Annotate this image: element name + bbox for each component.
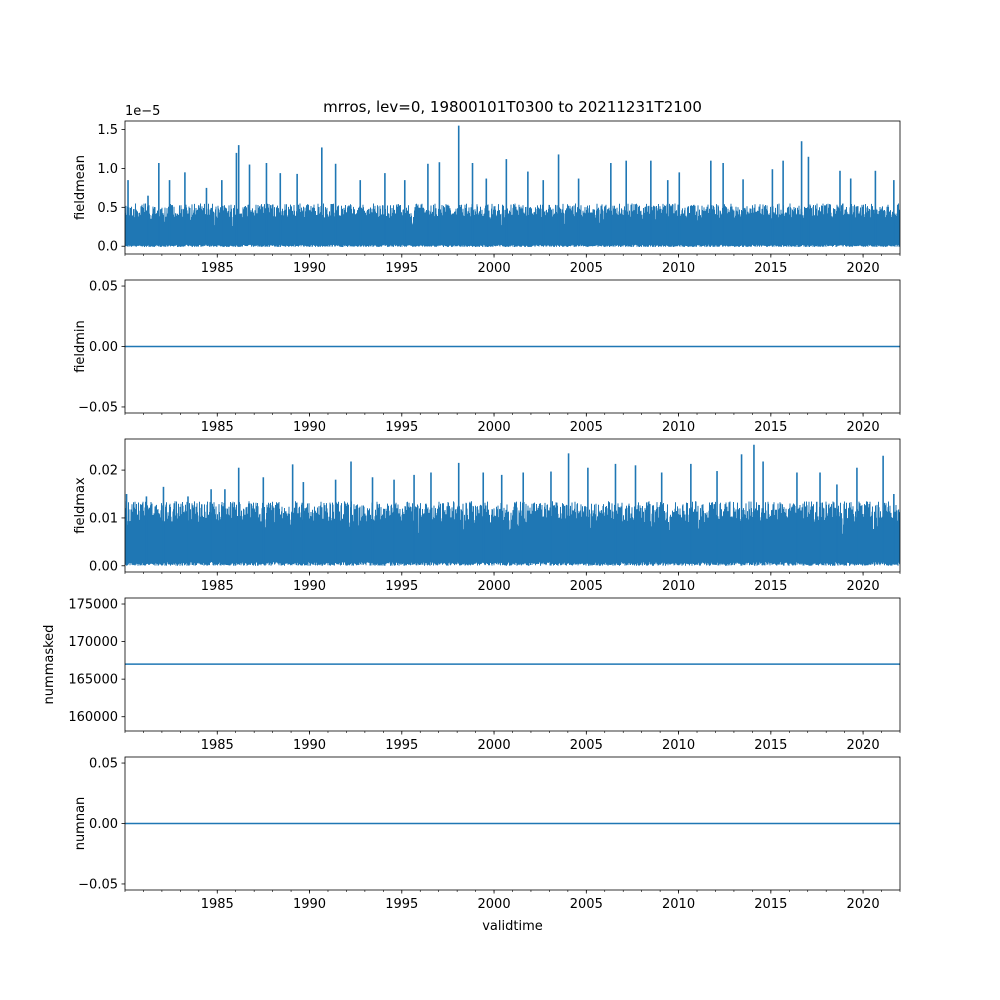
x-tick-label: 2005 [570,738,603,753]
y-tick-label: 0.0 [97,240,118,255]
x-tick-label: 1995 [385,738,418,753]
x-tick-label: 2015 [754,579,787,594]
x-tick-label: 2015 [754,420,787,435]
y-tick-label: 0.00 [89,817,118,832]
x-tick-label: 2005 [570,420,603,435]
x-tick-label: 2020 [847,897,880,912]
y-tick-label: 170000 [68,635,118,650]
x-axis-label: validtime [482,919,543,934]
y-tick-label: −0.05 [78,877,118,892]
x-tick-label: 2000 [478,579,511,594]
x-tick-label: 2020 [847,738,880,753]
subplot-fieldmin: −0.05 0.00 0.05 fieldmin 1985 1990 1995 2000 200… [73,280,901,435]
y-tick-label: 0.05 [89,757,118,772]
plot-area [125,125,900,248]
y-tick-label: 0.05 [89,280,118,295]
series-line-fieldmean [125,203,900,248]
x-tick-label: 2015 [754,261,787,276]
x-tick-label: 1995 [385,261,418,276]
subplot-fieldmean: 0.0 0.5 1.0 1.5 fieldmean 1e−5 1985 1990 1995 200… [73,104,901,276]
x-tick-label: 1995 [385,579,418,594]
x-tick-label: 2010 [662,420,695,435]
chart-title: mrros, lev=0, 19800101T0300 to 20211231T… [323,98,702,116]
plot-area [125,444,900,566]
x-tick-label: 2015 [754,897,787,912]
y-axis-label: numnan [73,797,88,851]
x-tick-label: 2010 [662,738,695,753]
y-tick-label: 0.00 [89,559,118,574]
x-tick-label: 2010 [662,579,695,594]
x-tick-label: 2015 [754,738,787,753]
y-tick-label: 0.5 [97,201,118,216]
x-tick-label: 1985 [201,420,234,435]
x-tick-label: 1990 [293,738,326,753]
y-tick-label: 160000 [68,710,118,725]
y-offset-label: 1e−5 [125,104,160,119]
x-tick-label: 2000 [478,261,511,276]
y-axis-label: fieldmin [73,320,88,373]
x-tick-label: 1990 [293,579,326,594]
y-tick-label: 1.0 [97,162,118,177]
x-tick-label: 1985 [201,897,234,912]
x-tick-label: 2020 [847,261,880,276]
y-tick-label: 1.5 [97,123,118,138]
x-tick-label: 2005 [570,579,603,594]
y-tick-label: 0.02 [89,464,118,479]
x-tick-label: 1985 [201,579,234,594]
x-tick-label: 2020 [847,579,880,594]
y-tick-label: 175000 [68,598,118,613]
x-tick-label: 2000 [478,897,511,912]
x-tick-label: 1990 [293,897,326,912]
x-tick-label: 1990 [293,261,326,276]
x-tick-label: 1995 [385,420,418,435]
subplot-nummasked: 160000 165000 170000 175000 nummasked 1985 199… [42,598,901,753]
y-axis-label: nummasked [42,625,57,705]
x-tick-label: 2000 [478,420,511,435]
x-tick-label: 2000 [478,738,511,753]
x-tick-label: 1985 [201,738,234,753]
x-tick-label: 1995 [385,897,418,912]
y-axis-label: fieldmean [73,155,88,220]
y-tick-label: 165000 [68,673,118,688]
x-tick-label: 1985 [201,261,234,276]
x-tick-label: 2010 [662,897,695,912]
y-axis-label: fieldmax [73,477,88,534]
subplot-numnan: −0.05 0.00 0.05 numnan 1985 1990 1995 2000 2005 2… [73,757,901,912]
y-tick-label: 0.01 [89,511,118,526]
y-tick-label: −0.05 [78,400,118,415]
y-tick-label: 0.00 [89,340,118,355]
series-line-fieldmax [125,501,900,566]
subplots: 0.0 0.5 1.0 1.5 fieldmean 1e−5 1985 1990 1995 200… [42,104,901,912]
x-tick-label: 2010 [662,261,695,276]
x-tick-label: 2005 [570,261,603,276]
x-tick-label: 2020 [847,420,880,435]
x-tick-label: 2005 [570,897,603,912]
x-tick-label: 1990 [293,420,326,435]
